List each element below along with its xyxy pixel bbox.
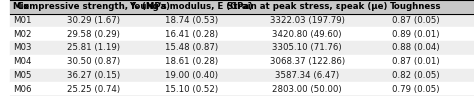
Text: M02: M02: [13, 30, 31, 39]
Text: 0.87 (0.01): 0.87 (0.01): [392, 57, 440, 66]
Text: M04: M04: [13, 57, 31, 66]
Text: 3420.80 (49.60): 3420.80 (49.60): [273, 30, 342, 39]
Bar: [10, 27, 474, 41]
Bar: [10, 82, 474, 96]
Bar: [10, 55, 474, 69]
Text: M03: M03: [13, 43, 31, 53]
Text: 30.50 (0.87): 30.50 (0.87): [67, 57, 120, 66]
Text: 16.41 (0.28): 16.41 (0.28): [164, 30, 218, 39]
Text: 25.81 (1.19): 25.81 (1.19): [67, 43, 120, 53]
Text: 2803.00 (50.00): 2803.00 (50.00): [272, 85, 342, 94]
Text: M06: M06: [13, 85, 31, 94]
Bar: [10, 69, 474, 82]
Text: 18.74 (0.53): 18.74 (0.53): [164, 16, 218, 25]
Text: 0.89 (0.01): 0.89 (0.01): [392, 30, 440, 39]
Text: 25.25 (0.74): 25.25 (0.74): [67, 85, 120, 94]
Text: Compressive strength, fₑ (MPa): Compressive strength, fₑ (MPa): [18, 2, 170, 11]
Text: M05: M05: [13, 71, 31, 80]
Bar: [10, 14, 474, 27]
Text: 3305.10 (71.76): 3305.10 (71.76): [272, 43, 342, 53]
Text: Strain at peak stress, εpeak (μe): Strain at peak stress, εpeak (μe): [227, 2, 387, 11]
Text: 29.58 (0.29): 29.58 (0.29): [67, 30, 120, 39]
Text: 3322.03 (197.79): 3322.03 (197.79): [270, 16, 345, 25]
Text: 18.61 (0.28): 18.61 (0.28): [164, 57, 218, 66]
Text: 0.82 (0.05): 0.82 (0.05): [392, 71, 440, 80]
Text: 3587.34 (6.47): 3587.34 (6.47): [275, 71, 339, 80]
Text: 36.27 (0.15): 36.27 (0.15): [67, 71, 120, 80]
Text: Toughness: Toughness: [390, 2, 442, 11]
Text: 15.10 (0.52): 15.10 (0.52): [164, 85, 218, 94]
Text: M01: M01: [13, 16, 31, 25]
Text: 0.88 (0.04): 0.88 (0.04): [392, 43, 440, 53]
Text: 0.79 (0.05): 0.79 (0.05): [392, 85, 440, 94]
Bar: [10, 41, 474, 55]
Text: 3068.37 (122.86): 3068.37 (122.86): [270, 57, 345, 66]
Text: 19.00 (0.40): 19.00 (0.40): [164, 71, 218, 80]
Text: 30.29 (1.67): 30.29 (1.67): [67, 16, 120, 25]
Text: 15.48 (0.87): 15.48 (0.87): [164, 43, 218, 53]
Text: 0.87 (0.05): 0.87 (0.05): [392, 16, 440, 25]
Bar: [10, 0, 474, 14]
Text: Mix: Mix: [13, 2, 30, 11]
Text: Young's modulus, E (GPa): Young's modulus, E (GPa): [129, 2, 253, 11]
